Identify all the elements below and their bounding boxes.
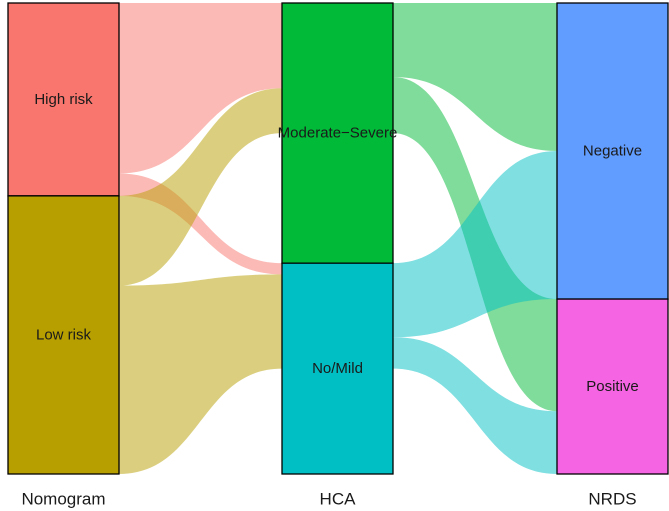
node-label-positive: Positive <box>586 378 639 395</box>
node-label-negative: Negative <box>583 143 642 160</box>
flows <box>119 3 557 474</box>
node-positive <box>556 298 669 475</box>
flow-high-risk-to-moderate-severe <box>119 3 282 174</box>
node-label-no-mild: No/Mild <box>312 360 363 377</box>
flow-no-mild-to-positive <box>393 337 557 474</box>
node-label-low-risk: Low risk <box>36 326 92 343</box>
flow-moderate-severe-to-negative <box>393 3 557 152</box>
node-high-risk <box>7 2 120 197</box>
node-label-high-risk: High risk <box>34 91 93 108</box>
flow-low-risk-to-moderate-severe <box>119 88 282 286</box>
axis-label-hca: HCA <box>320 490 357 509</box>
node-label-moderate-severe: Moderate−Severe <box>278 125 398 142</box>
node-no-mild <box>281 262 394 475</box>
flow-low-risk-to-no-mild <box>119 274 282 474</box>
axis-label-nomogram: Nomogram <box>21 490 105 509</box>
node-low-risk <box>7 195 120 475</box>
axis-label-nrds: NRDS <box>588 490 636 509</box>
flow-no-mild-to-negative <box>393 151 557 338</box>
